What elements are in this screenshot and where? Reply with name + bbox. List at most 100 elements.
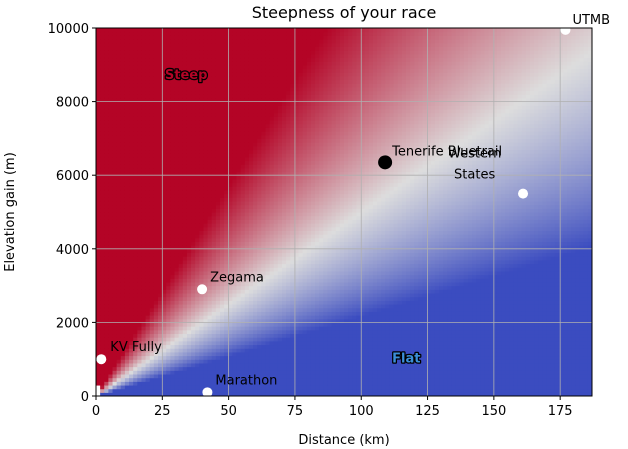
- heatmap-cell: [112, 35, 118, 40]
- heatmap-cell: [178, 274, 184, 279]
- heatmap-cell: [215, 28, 221, 33]
- heatmap-cell: [112, 248, 118, 254]
- heatmap-cell: [211, 326, 217, 331]
- heatmap-cell: [277, 72, 283, 77]
- heatmap-cell: [186, 329, 192, 335]
- heatmap-cell: [265, 160, 271, 165]
- heatmap-cell: [265, 267, 271, 272]
- heatmap-cell: [290, 193, 295, 198]
- heatmap-cell: [149, 208, 155, 213]
- heatmap-cell: [149, 212, 155, 217]
- heatmap-cell: [96, 311, 101, 316]
- heatmap-cell: [224, 171, 229, 176]
- heatmap-cell: [186, 384, 192, 390]
- heatmap-cell: [133, 149, 138, 154]
- heatmap-cell: [145, 241, 151, 246]
- heatmap-cell: [124, 116, 130, 121]
- heatmap-cell: [203, 79, 209, 84]
- heatmap-cell: [158, 351, 163, 357]
- heatmap-cell: [178, 193, 184, 198]
- heatmap-cell: [257, 35, 262, 40]
- heatmap-cell: [186, 296, 192, 301]
- heatmap-cell: [158, 116, 163, 121]
- heatmap-cell: [257, 61, 262, 66]
- heatmap-cell: [104, 311, 109, 316]
- heatmap-cell: [232, 245, 238, 250]
- heatmap-cell: [104, 208, 109, 213]
- heatmap-cell: [104, 337, 109, 342]
- heatmap-cell: [248, 370, 254, 375]
- heatmap-cell: [244, 285, 250, 290]
- heatmap-cell: [153, 189, 159, 195]
- heatmap-cell: [153, 370, 159, 375]
- heatmap-cell: [124, 296, 130, 301]
- heatmap-cell: [282, 86, 287, 92]
- heatmap-cell: [186, 193, 192, 198]
- heatmap-cell: [253, 263, 258, 268]
- heatmap-cell: [244, 197, 250, 202]
- heatmap-cell: [116, 340, 122, 346]
- heatmap-cell: [158, 64, 163, 70]
- heatmap-cell: [240, 160, 246, 165]
- heatmap-cell: [174, 315, 180, 320]
- heatmap-cell: [240, 370, 246, 375]
- heatmap-cell: [261, 101, 267, 106]
- heatmap-cell: [158, 127, 163, 132]
- heatmap-cell: [195, 304, 200, 309]
- heatmap-cell: [195, 116, 200, 121]
- heatmap-cell: [220, 281, 225, 287]
- heatmap-cell: [261, 337, 267, 342]
- heatmap-cell: [100, 270, 105, 276]
- heatmap-cell: [199, 138, 205, 143]
- heatmap-cell: [257, 281, 262, 287]
- heatmap-cell: [120, 348, 126, 353]
- heatmap-cell: [129, 112, 134, 117]
- heatmap-cell: [277, 234, 283, 239]
- heatmap-cell: [170, 377, 176, 382]
- heatmap-cell: [203, 175, 209, 180]
- heatmap-cell: [158, 296, 163, 301]
- heatmap-cell: [253, 83, 258, 88]
- heatmap-cell: [186, 359, 192, 364]
- heatmap-cell: [203, 212, 209, 217]
- heatmap-cell: [145, 83, 151, 88]
- heatmap-cell: [240, 101, 246, 106]
- heatmap-cell: [137, 281, 143, 287]
- heatmap-cell: [158, 175, 163, 180]
- heatmap-cell: [277, 285, 283, 290]
- heatmap-cell: [286, 384, 291, 390]
- heatmap-cell: [195, 83, 200, 88]
- heatmap-cell: [294, 175, 300, 180]
- heatmap-cell: [228, 164, 233, 169]
- heatmap-cell: [116, 377, 122, 382]
- heatmap-cell: [141, 237, 147, 243]
- heatmap-cell: [253, 289, 258, 294]
- heatmap-cell: [137, 167, 143, 173]
- heatmap-cell: [182, 234, 188, 239]
- heatmap-cell: [298, 178, 304, 184]
- heatmap-cell: [290, 75, 295, 81]
- heatmap-cell: [215, 311, 221, 316]
- heatmap-cell: [277, 142, 283, 147]
- heatmap-cell: [273, 322, 279, 327]
- heatmap-cell: [178, 359, 184, 364]
- heatmap-cell: [166, 167, 171, 173]
- heatmap-cell: [178, 344, 184, 349]
- heatmap-cell: [166, 230, 171, 235]
- heatmap-cell: [253, 285, 258, 290]
- heatmap-cell: [174, 289, 180, 294]
- heatmap-cell: [269, 340, 275, 346]
- heatmap-cell: [116, 127, 122, 132]
- heatmap-cell: [174, 259, 180, 265]
- heatmap-cell: [166, 53, 171, 59]
- heatmap-cell: [215, 333, 221, 338]
- heatmap-cell: [203, 208, 209, 213]
- heatmap-cell: [112, 116, 118, 121]
- heatmap-cell: [240, 223, 246, 228]
- heatmap-cell: [253, 167, 258, 173]
- heatmap-cell: [269, 241, 275, 246]
- heatmap-cell: [215, 304, 221, 309]
- heatmap-cell: [257, 182, 262, 187]
- heatmap-cell: [162, 362, 167, 368]
- heatmap-cell: [112, 226, 118, 231]
